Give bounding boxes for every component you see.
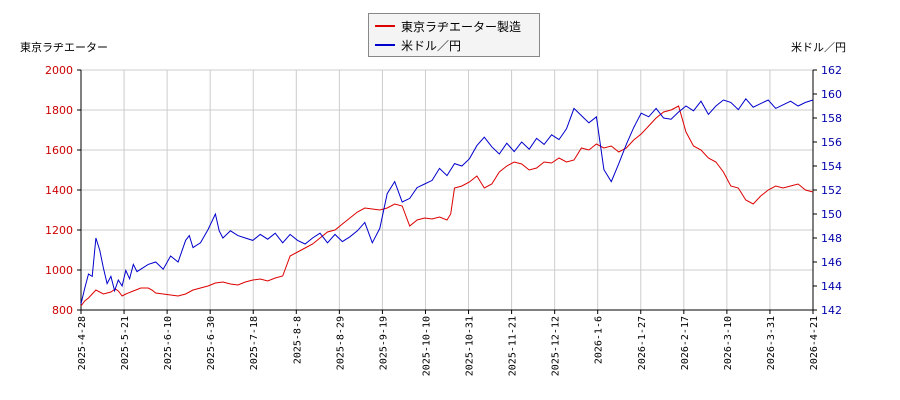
x-tick-label: 2026-1-27: [637, 316, 648, 370]
left-tick-label: 1000: [45, 264, 73, 277]
x-tick-label: 2025-11-21: [508, 316, 519, 376]
x-tick-label: 2025-6-30: [206, 316, 217, 370]
x-tick-label: 2025-9-19: [378, 316, 389, 370]
legend-swatch-s1: [375, 25, 395, 27]
right-tick-label: 152: [821, 184, 842, 197]
series-line-tokyo-radiator: [80, 105, 814, 307]
right-tick-label: 160: [821, 88, 842, 101]
x-tick-label: 2026-3-31: [766, 316, 777, 370]
right-tick-label: 144: [821, 280, 842, 293]
legend-item-s2: 米ドル／円: [375, 36, 461, 54]
left-tick-label: 2000: [45, 64, 73, 77]
x-tick-label: 2026-1-6: [594, 316, 605, 364]
x-tick-label: 2025-10-10: [421, 316, 432, 376]
x-tick-label: 2025-7-18: [249, 316, 260, 370]
x-tick-label: 2025-6-10: [163, 316, 174, 370]
right-tick-label: 158: [821, 112, 842, 125]
left-tick-label: 1800: [45, 104, 73, 117]
left-tick-label: 800: [52, 304, 73, 317]
right-tick-label: 142: [821, 304, 842, 317]
x-tick-label: 2025-8-29: [335, 316, 346, 370]
left-tick-label: 1600: [45, 144, 73, 157]
x-tick-label: 2025-5-21: [120, 316, 131, 370]
x-tick-label: 2026-2-17: [680, 316, 691, 370]
series-line-usdjpy: [80, 97, 814, 305]
ticks-layer: 800 1000 1200 1400 1600 1800 2000 142 144 146 148 1…: [45, 64, 842, 376]
legend: 東京ラヂエーター製造 米ドル／円: [368, 13, 540, 57]
x-tick-label: 2025-12-12: [551, 316, 562, 376]
right-tick-label: 148: [821, 232, 842, 245]
right-tick-label: 162: [821, 64, 842, 77]
right-tick-label: 146: [821, 256, 842, 269]
series-layer: [80, 97, 814, 307]
right-axis-title: 米ドル／円: [791, 41, 846, 54]
x-tick-label: 2025-10-31: [465, 316, 476, 376]
x-tick-label: 2026-3-10: [723, 316, 734, 370]
right-tick-label: 150: [821, 208, 842, 221]
legend-item-s1: 東京ラヂエーター製造: [375, 17, 521, 35]
x-tick-label: 2026-4-21: [809, 316, 820, 370]
left-tick-label: 1400: [45, 184, 73, 197]
x-tick-label: 2025-8-8: [292, 316, 303, 364]
x-tick-label: 2025-4-28: [77, 316, 88, 370]
right-tick-label: 154: [821, 160, 842, 173]
left-axis-title: 東京ラヂエーター: [20, 41, 108, 54]
right-tick-label: 156: [821, 136, 842, 149]
left-tick-label: 1200: [45, 224, 73, 237]
legend-label-s1: 東京ラヂエーター製造: [401, 19, 522, 34]
legend-label-s2: 米ドル／円: [401, 38, 462, 53]
legend-swatch-s2: [375, 44, 395, 46]
